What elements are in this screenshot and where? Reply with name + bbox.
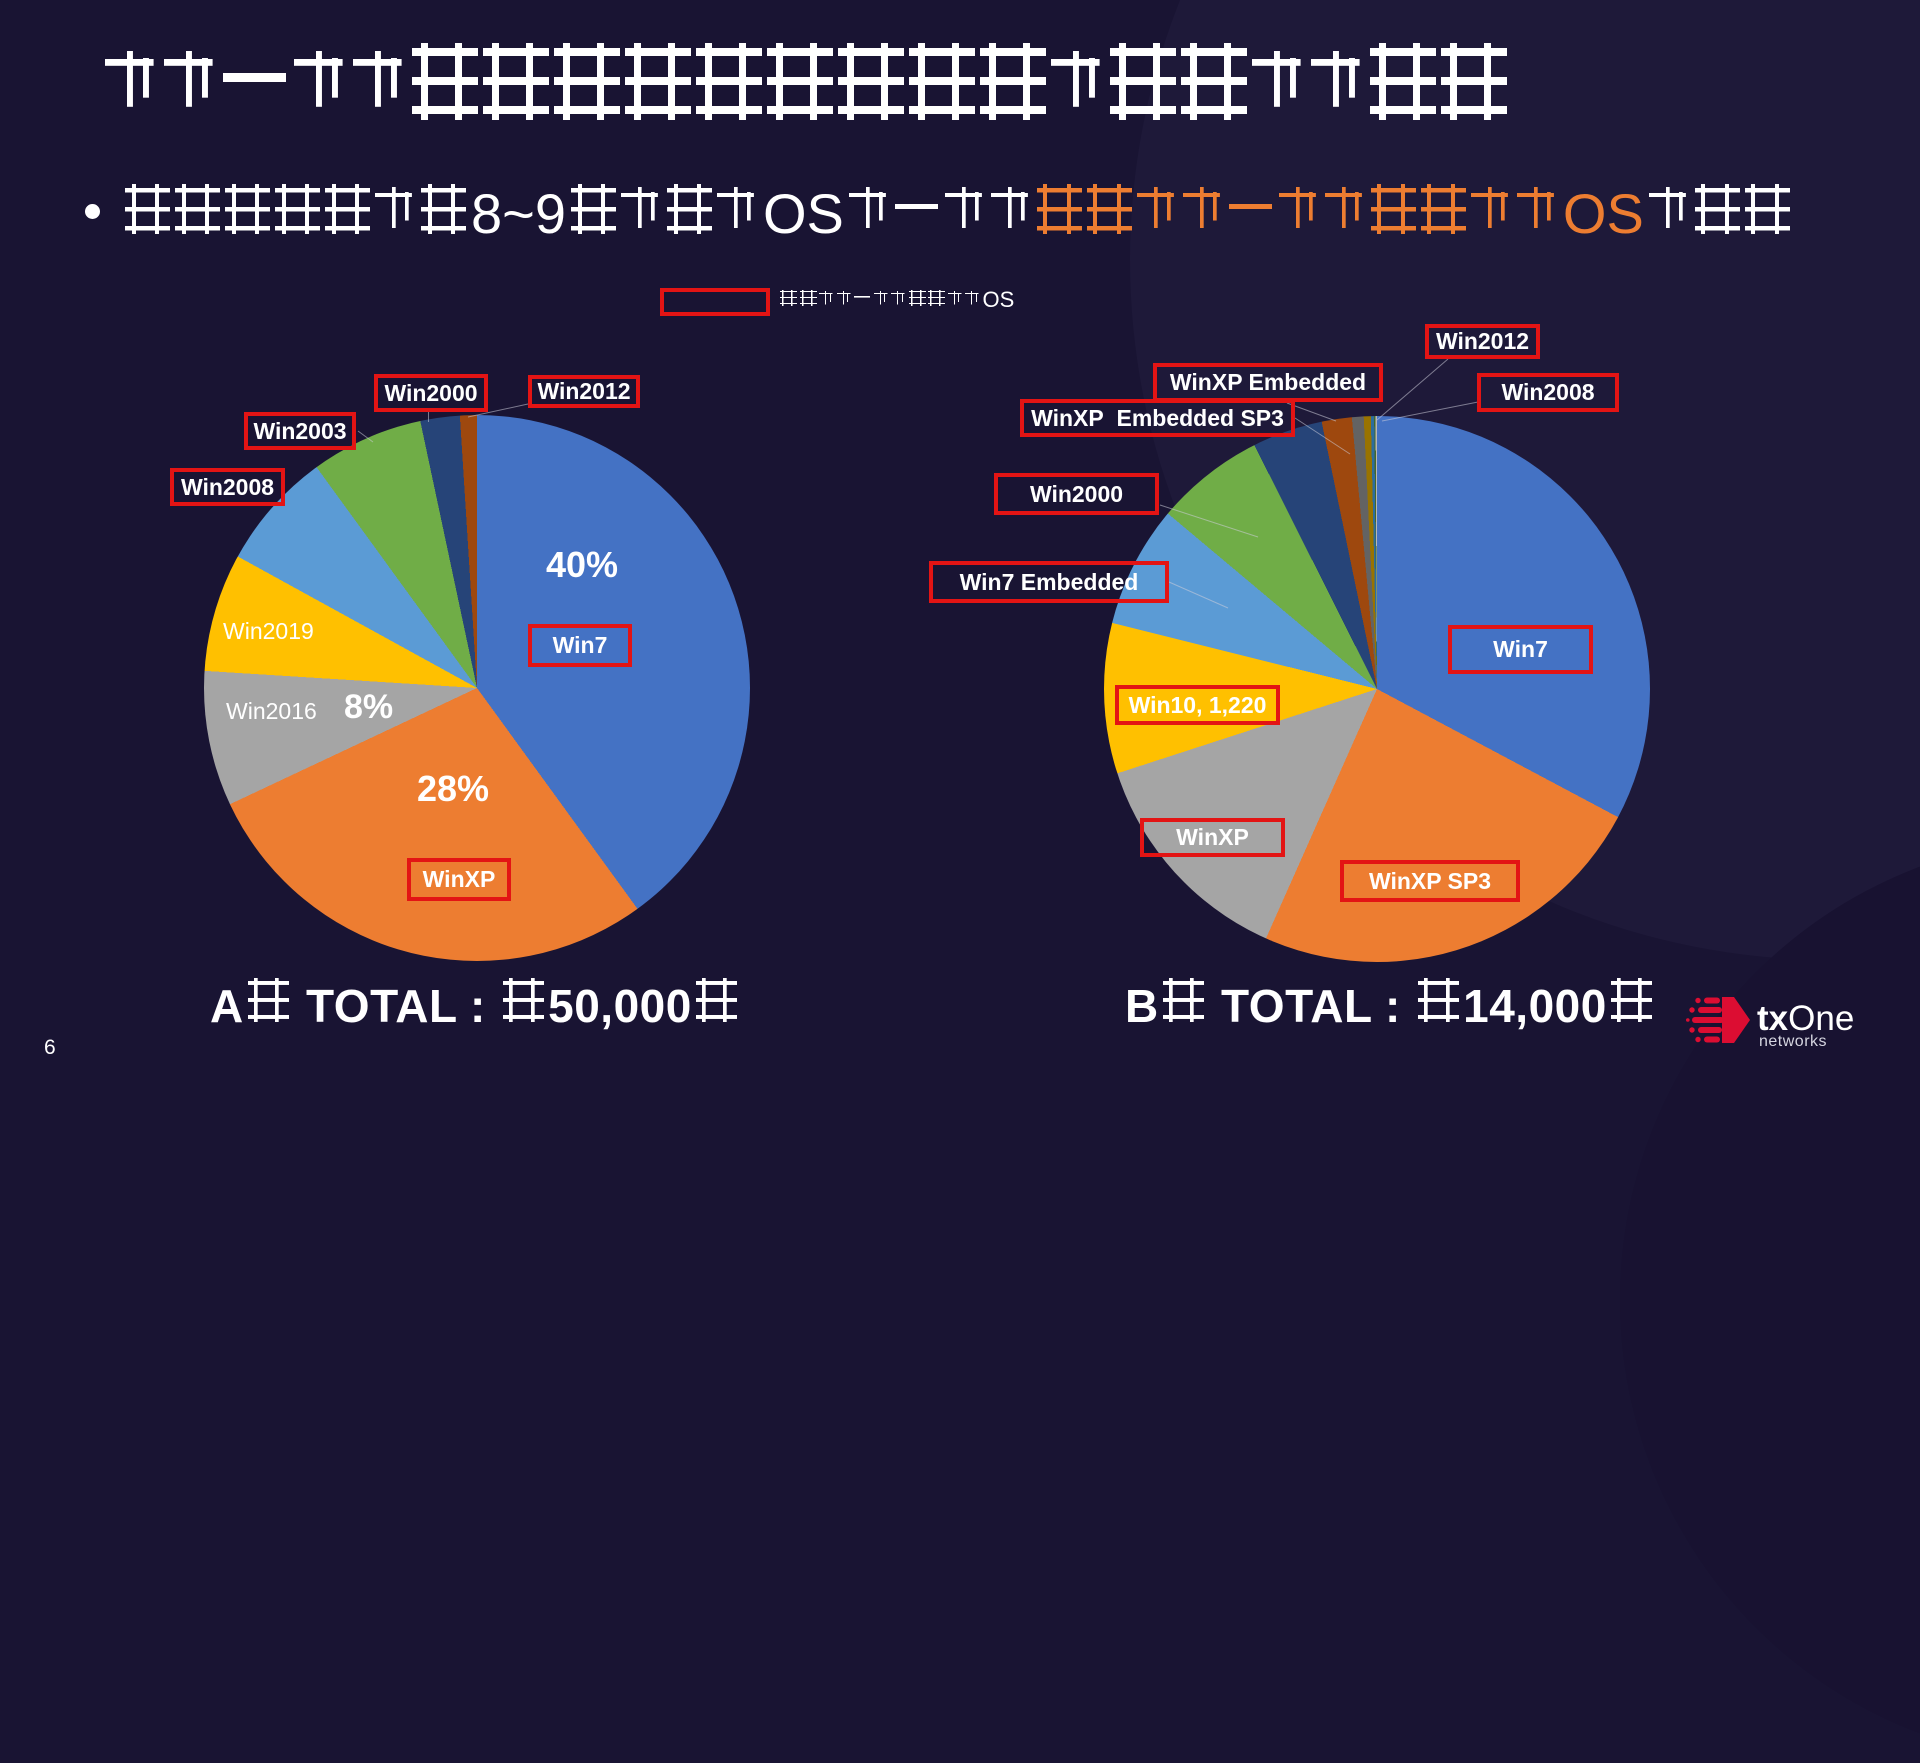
svg-text:txOne: txOne <box>1757 999 1854 1038</box>
svg-text:networks: networks <box>1759 1033 1827 1049</box>
